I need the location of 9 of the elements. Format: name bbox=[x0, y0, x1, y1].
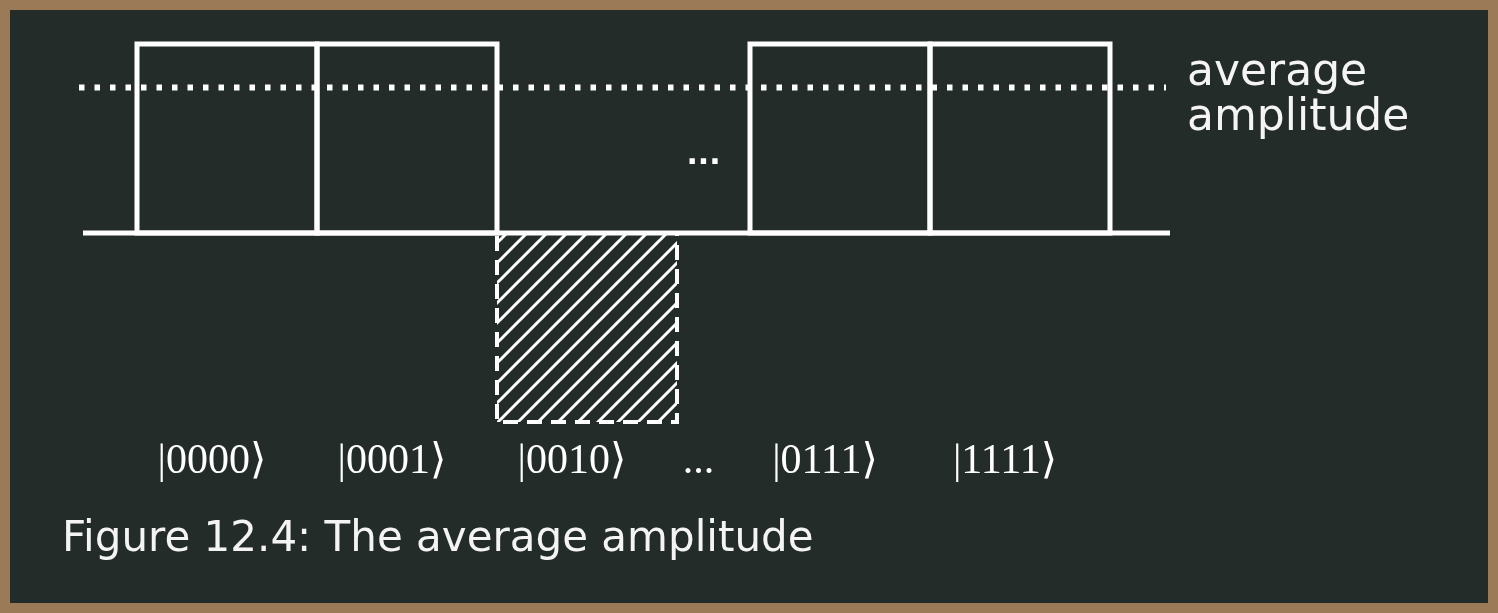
text: Figure 12.4: The average amplitude bbox=[62, 512, 814, 561]
x-tick-label: |0111⟩ bbox=[772, 436, 878, 482]
ref-line-label: average amplitude bbox=[1187, 44, 1410, 141]
x-tick-label: |0010⟩ bbox=[517, 436, 627, 482]
x-tick-label: |1111⟩ bbox=[952, 436, 1058, 482]
x-tick-label: |0000⟩ bbox=[157, 436, 267, 482]
x-tick-label: |0001⟩ bbox=[337, 436, 447, 482]
annotation: ... bbox=[686, 135, 721, 171]
x-tick-label: ... bbox=[682, 436, 715, 482]
